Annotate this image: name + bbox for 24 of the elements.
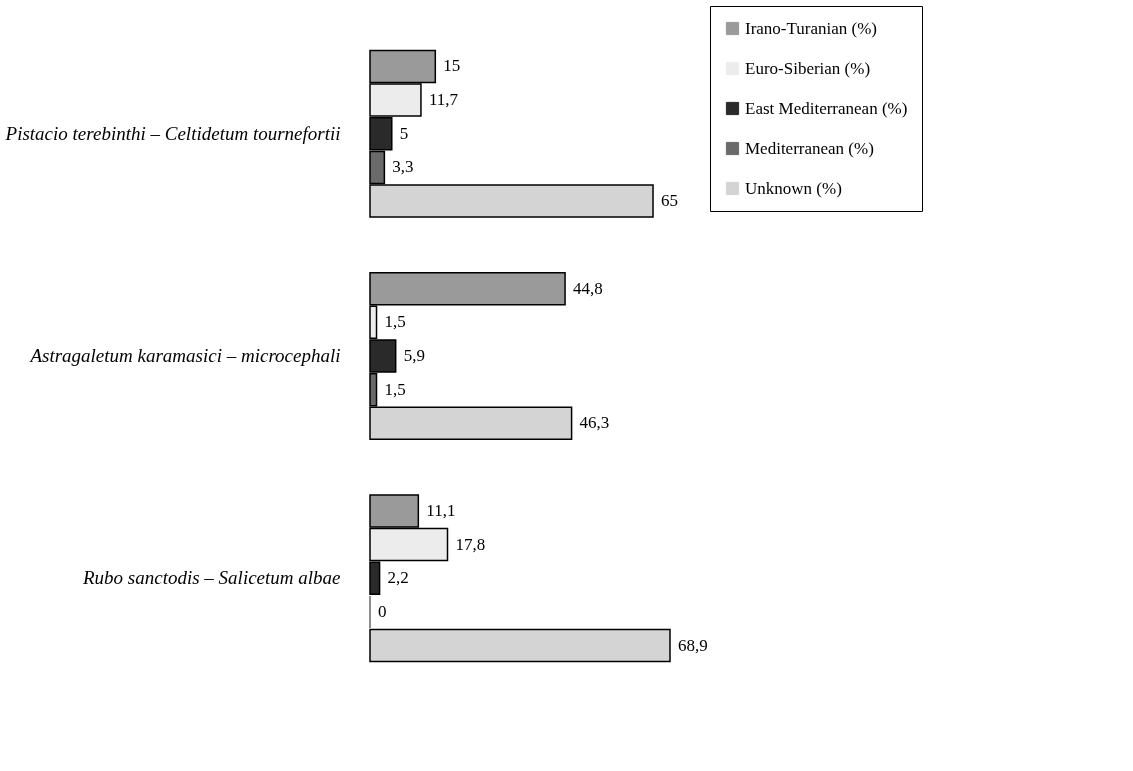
data-label: 68,9 (678, 635, 708, 655)
legend-label: Unknown (%) (745, 178, 842, 198)
legend-label: Euro-Siberian (%) (745, 58, 871, 78)
bar (369, 628, 671, 663)
data-label: 15 (443, 56, 461, 76)
data-label: 3,3 (392, 157, 414, 177)
data-label: 44,8 (573, 278, 603, 298)
y-tick-label: Pistacio terebinthi – Celtidetum tournefortii (4, 122, 341, 144)
data-label: 65 (661, 191, 679, 211)
legend-label: East Mediterranean (%) (745, 98, 908, 118)
legend-label: Mediterranean (%) (745, 138, 874, 158)
data-label: 17,8 (455, 534, 486, 554)
legend-label: Irano-Turanian (%) (745, 18, 878, 38)
data-label: 11,1 (426, 500, 456, 520)
y-tick-label: Rubo sanctodis – Salicetum albae (81, 567, 341, 589)
data-label: 1,5 (384, 379, 406, 399)
y-tick-label: Astragaletum karamasici – microcephali (28, 345, 341, 366)
data-label: 1,5 (384, 312, 406, 332)
data-label: 5,9 (403, 346, 425, 365)
data-label: 11,7 (428, 90, 459, 110)
data-label: 0 (378, 601, 387, 621)
data-label: 5 (399, 123, 409, 143)
data-label: 46,3 (579, 413, 610, 433)
data-label: 2,2 (387, 568, 409, 588)
